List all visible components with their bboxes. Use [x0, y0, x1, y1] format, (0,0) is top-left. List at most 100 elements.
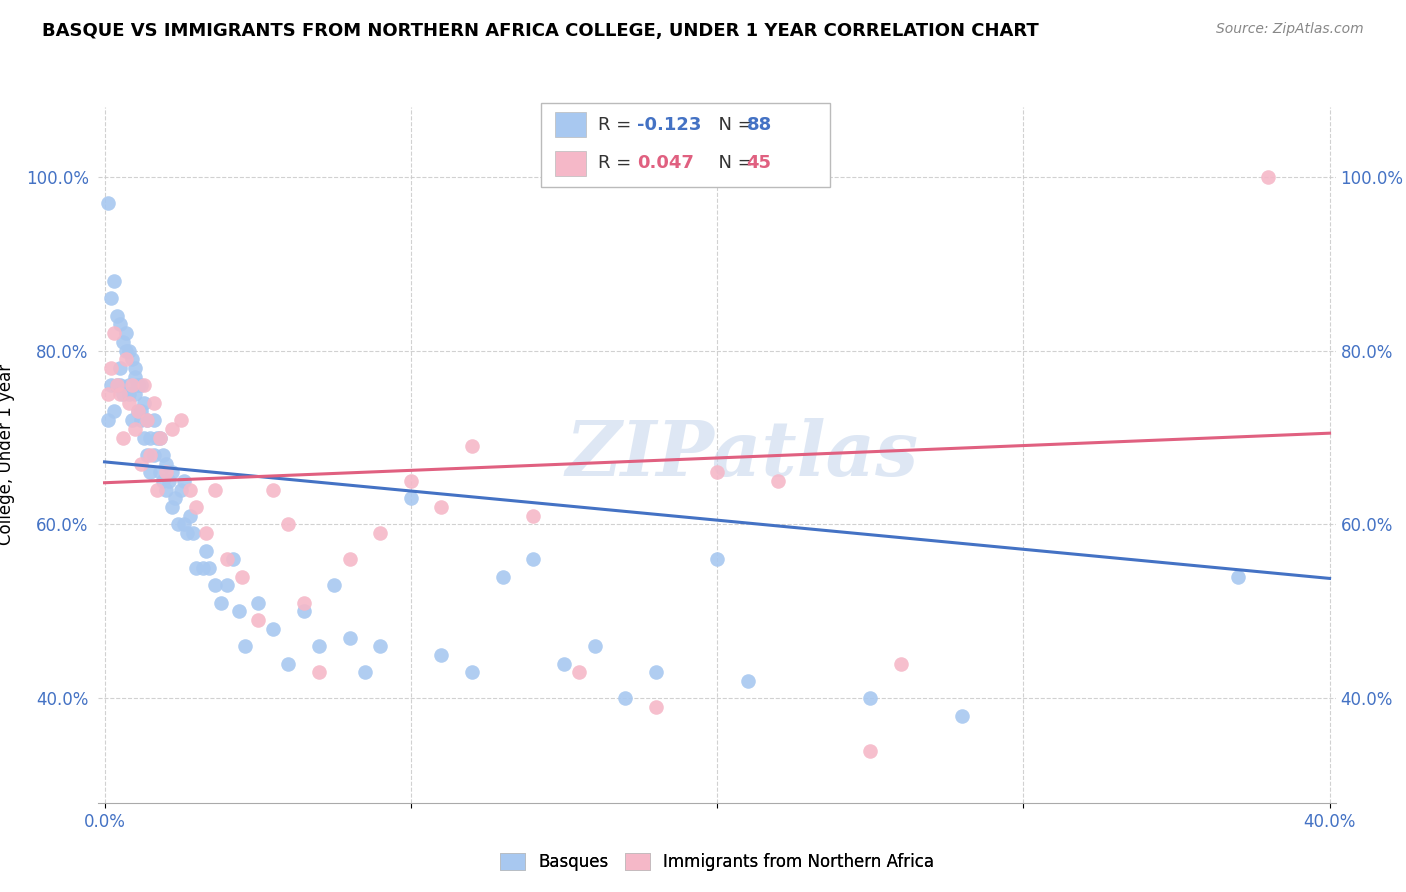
Point: [118, 378, 141, 392]
Point: [583, 639, 606, 653]
Text: N =: N =: [707, 116, 759, 134]
Point: [160, 422, 183, 436]
Point: [97, 387, 120, 401]
Point: [706, 466, 728, 480]
Point: [129, 404, 152, 418]
Point: [461, 665, 484, 680]
Point: [134, 396, 156, 410]
Point: [859, 691, 882, 706]
Point: [522, 508, 544, 523]
Point: [103, 404, 125, 418]
Point: [108, 318, 131, 332]
Point: [127, 404, 149, 418]
Point: [323, 578, 346, 592]
Text: -0.123: -0.123: [637, 116, 702, 134]
Point: [277, 657, 299, 671]
Point: [191, 561, 214, 575]
Point: [277, 517, 299, 532]
Point: [136, 413, 159, 427]
Point: [246, 613, 269, 627]
Point: [163, 491, 186, 506]
Point: [179, 508, 201, 523]
Point: [108, 360, 131, 375]
Point: [100, 378, 122, 392]
Point: [124, 387, 146, 401]
Point: [430, 648, 453, 662]
Point: [121, 378, 143, 392]
Point: [108, 387, 131, 401]
Point: [183, 526, 205, 541]
Point: [129, 413, 152, 427]
Point: [179, 483, 201, 497]
Point: [522, 552, 544, 566]
Point: [139, 466, 162, 480]
Point: [121, 413, 143, 427]
Point: [134, 431, 156, 445]
Point: [155, 466, 177, 480]
Point: [160, 466, 183, 480]
Point: [492, 570, 515, 584]
Text: R =: R =: [598, 116, 637, 134]
Point: [111, 334, 134, 349]
Point: [231, 570, 253, 584]
Point: [127, 404, 149, 418]
Point: [644, 700, 666, 714]
Point: [368, 639, 391, 653]
Point: [339, 552, 361, 566]
Point: [149, 431, 172, 445]
Point: [152, 448, 174, 462]
Point: [209, 596, 232, 610]
Point: [142, 396, 165, 410]
Point: [197, 561, 219, 575]
Point: [768, 474, 790, 488]
Point: [170, 483, 193, 497]
Point: [105, 378, 128, 392]
Point: [176, 526, 198, 541]
Point: [129, 378, 152, 392]
Point: [145, 431, 167, 445]
Point: [105, 309, 128, 323]
Point: [1226, 570, 1249, 584]
Point: [430, 500, 453, 514]
Point: [292, 605, 315, 619]
Point: [354, 665, 377, 680]
Point: [142, 413, 165, 427]
Point: [204, 578, 226, 592]
Point: [134, 378, 156, 392]
Text: N =: N =: [707, 154, 759, 172]
Point: [399, 474, 422, 488]
Text: R =: R =: [598, 154, 637, 172]
Point: [115, 352, 138, 367]
Point: [129, 457, 152, 471]
Text: 0.047: 0.047: [637, 154, 693, 172]
Point: [139, 448, 162, 462]
Point: [139, 431, 162, 445]
Point: [124, 360, 146, 375]
Point: [100, 291, 122, 305]
Point: [127, 378, 149, 392]
Point: [186, 561, 208, 575]
Point: [399, 491, 422, 506]
Point: [149, 466, 172, 480]
Text: 88: 88: [747, 116, 772, 134]
Point: [105, 378, 128, 392]
Point: [149, 431, 172, 445]
Y-axis label: College, Under 1 year: College, Under 1 year: [0, 364, 14, 546]
Point: [111, 431, 134, 445]
Point: [127, 378, 149, 392]
Point: [339, 631, 361, 645]
Point: [215, 578, 238, 592]
Point: [614, 691, 637, 706]
Point: [152, 474, 174, 488]
Point: [97, 195, 120, 210]
Point: [103, 274, 125, 288]
Point: [155, 483, 177, 497]
Point: [97, 413, 120, 427]
Point: [308, 639, 330, 653]
Point: [157, 474, 180, 488]
Point: [108, 378, 131, 392]
Point: [103, 326, 125, 341]
Point: [118, 387, 141, 401]
Point: [706, 552, 728, 566]
Point: [121, 352, 143, 367]
